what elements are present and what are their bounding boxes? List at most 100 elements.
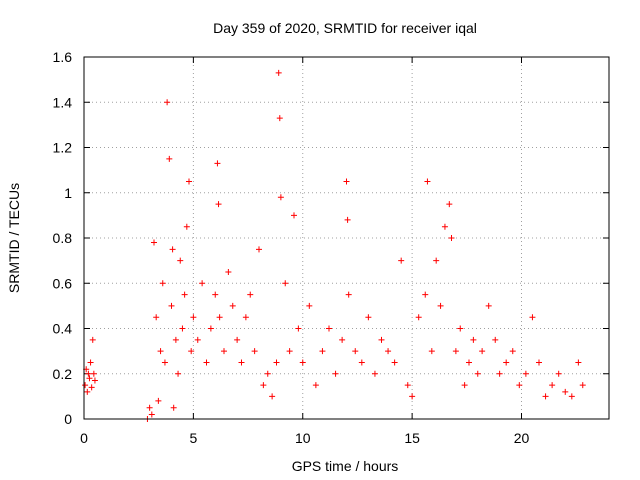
data-point [385, 348, 392, 355]
y-tick-label: 0 [64, 411, 72, 427]
data-point [166, 155, 173, 162]
data-point [409, 393, 416, 400]
data-point [247, 291, 254, 298]
data-point [452, 348, 459, 355]
data-point [153, 314, 160, 321]
y-axis-label: SRMTID / TECUs [6, 183, 22, 293]
y-tick-label: 1.2 [53, 140, 73, 156]
data-point [299, 359, 306, 366]
data-point [169, 246, 176, 253]
x-tick-label: 0 [80, 430, 88, 446]
data-point [509, 348, 516, 355]
data-point [276, 115, 283, 122]
data-points [82, 69, 586, 422]
data-point [82, 382, 89, 389]
data-point [275, 69, 282, 76]
data-point [391, 359, 398, 366]
data-point [470, 336, 477, 343]
data-point [159, 280, 166, 287]
y-tick-label: 0.2 [53, 366, 73, 382]
x-tick-label: 15 [404, 430, 420, 446]
grid-lines [84, 57, 609, 419]
data-point [344, 216, 351, 223]
data-point [516, 382, 523, 389]
data-point [238, 359, 245, 366]
data-point [433, 257, 440, 264]
data-point [256, 246, 262, 253]
data-point [212, 291, 219, 298]
y-tick-label: 1.6 [53, 49, 73, 65]
data-point [448, 235, 455, 241]
data-point [579, 382, 586, 389]
data-point [542, 393, 549, 400]
x-axis-label: GPS time / hours [292, 458, 399, 474]
data-point [172, 336, 179, 343]
data-point [562, 388, 569, 395]
data-point [295, 325, 302, 332]
data-point [282, 280, 289, 287]
data-point [273, 359, 280, 366]
data-point [164, 99, 171, 106]
data-point [398, 257, 405, 264]
y-axis-ticks: 0 0.2 0.4 0.6 0.8 1 1.2 1.4 1.6 [53, 49, 609, 427]
data-point [536, 359, 542, 366]
data-point [157, 348, 164, 355]
data-point [496, 370, 503, 377]
x-tick-label: 10 [295, 430, 311, 446]
data-point [522, 370, 529, 377]
data-point [207, 325, 214, 332]
data-point [339, 336, 346, 343]
x-axis-ticks: 0 5 10 15 20 [80, 57, 529, 446]
data-point [422, 291, 429, 298]
data-point [90, 370, 97, 377]
data-point [332, 370, 339, 377]
data-point [441, 223, 448, 230]
data-point [88, 384, 95, 391]
data-point [529, 314, 536, 321]
data-point [91, 377, 98, 384]
data-point [168, 302, 175, 309]
y-tick-label: 1 [64, 185, 72, 201]
data-point [555, 370, 562, 377]
data-point [179, 325, 186, 332]
x-tick-label: 20 [514, 430, 530, 446]
data-point [260, 382, 267, 389]
data-point [214, 160, 221, 167]
chart-title: Day 359 of 2020, SRMTID for receiver iqa… [213, 20, 477, 36]
y-tick-label: 0.8 [53, 230, 73, 246]
data-point [251, 348, 258, 355]
data-point [151, 239, 157, 246]
data-point [229, 302, 236, 309]
data-point [175, 370, 182, 377]
data-point [352, 348, 359, 355]
data-point [188, 348, 195, 355]
y-tick-label: 0.6 [53, 275, 73, 291]
data-point [84, 388, 91, 395]
data-point [306, 302, 313, 309]
data-point [242, 314, 249, 321]
data-point [446, 201, 453, 208]
data-point [457, 325, 464, 332]
data-point [161, 359, 168, 366]
data-point [148, 411, 155, 418]
data-point [358, 359, 365, 366]
data-point [170, 404, 177, 411]
data-point [291, 212, 297, 219]
y-tick-label: 0.4 [53, 321, 73, 337]
data-point [568, 393, 575, 400]
data-point [86, 375, 93, 382]
data-point [326, 325, 332, 332]
data-point [312, 382, 319, 389]
data-point [549, 382, 556, 389]
data-point [89, 336, 96, 343]
x-tick-label: 5 [189, 430, 197, 446]
data-point [215, 201, 222, 208]
data-point [437, 302, 444, 309]
data-point [269, 393, 276, 400]
data-point [216, 314, 223, 321]
plot-frame [83, 56, 610, 420]
data-point [183, 223, 190, 230]
data-point [575, 359, 582, 366]
